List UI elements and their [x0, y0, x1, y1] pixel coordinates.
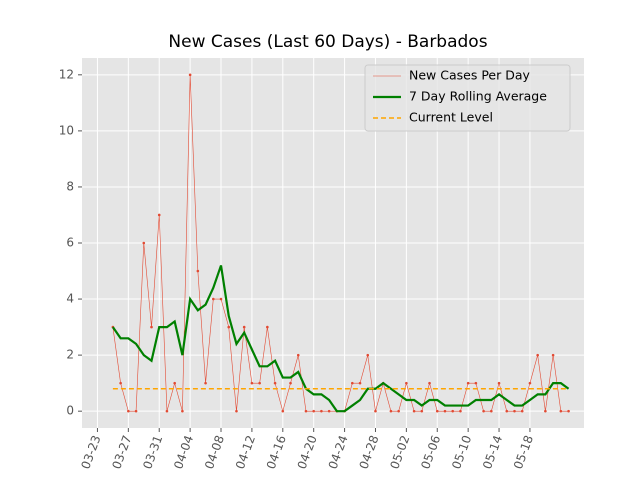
data-point [235, 409, 238, 413]
y-tick-label: 10 [59, 123, 74, 137]
x-tick-label: 05-18 [511, 433, 536, 471]
data-point [320, 409, 323, 413]
data-point [513, 409, 516, 413]
legend-label: Current Level [409, 110, 493, 125]
data-point [219, 297, 223, 301]
x-tick-label: 04-04 [171, 433, 196, 471]
data-point [482, 409, 485, 413]
x-tick-label: 03-27 [109, 433, 134, 471]
data-point [150, 325, 153, 329]
data-point [366, 353, 370, 357]
data-point [559, 409, 563, 413]
data-point [327, 409, 331, 413]
data-point [528, 381, 532, 385]
data-point [289, 381, 292, 385]
data-point [428, 381, 431, 385]
data-point [358, 381, 362, 385]
x-tick-label: 04-08 [202, 433, 227, 471]
legend-box [364, 64, 571, 132]
data-point [520, 409, 524, 413]
data-point [204, 381, 207, 385]
series-line [111, 265, 570, 413]
data-point [250, 381, 254, 385]
data-point [567, 409, 570, 413]
data-point [544, 409, 547, 413]
x-tick-label: 05-06 [418, 433, 443, 471]
data-point [397, 409, 400, 413]
data-point [466, 381, 470, 385]
legend-label: New Cases Per Day [409, 68, 530, 83]
data-point [258, 381, 261, 385]
data-point [459, 409, 462, 413]
data-point [134, 409, 138, 413]
x-tick-label: 05-14 [480, 433, 505, 471]
data-point [304, 409, 308, 413]
data-point [490, 409, 493, 413]
data-point [443, 409, 447, 413]
data-point [196, 269, 200, 273]
x-tick-label: 05-10 [449, 433, 474, 471]
data-point [157, 213, 161, 217]
data-point [405, 381, 408, 385]
y-tick-label: 2 [66, 348, 74, 362]
y-tick-label: 8 [66, 179, 74, 193]
data-point [505, 409, 509, 413]
data-point [435, 409, 439, 413]
data-point [281, 409, 285, 413]
data-point [142, 241, 146, 245]
y-tick-label: 12 [59, 67, 74, 81]
y-tick-label: 6 [66, 236, 74, 250]
data-point [188, 73, 192, 77]
data-point [412, 409, 416, 413]
x-tick-label: 04-28 [357, 433, 382, 471]
x-tick-label: 03-31 [140, 433, 165, 471]
data-point [127, 409, 130, 413]
data-point [266, 325, 269, 329]
data-point [181, 409, 184, 413]
chart-title: New Cases (Last 60 Days) - Barbados [168, 32, 487, 52]
data-point [173, 381, 176, 385]
x-tick-label: 04-12 [233, 433, 258, 471]
data-point [273, 381, 277, 385]
data-point [296, 353, 300, 357]
data-point [420, 409, 424, 413]
data-point [536, 353, 539, 357]
data-point [211, 297, 215, 301]
data-point [312, 409, 315, 413]
data-point [227, 325, 231, 329]
data-point [497, 381, 501, 385]
x-tick-label: 04-20 [295, 433, 320, 471]
x-tick-label: 04-24 [326, 433, 351, 471]
y-tick-label: 4 [66, 292, 74, 306]
data-point [242, 325, 246, 329]
x-tick-label: 03-23 [78, 433, 103, 471]
legend-label: 7 Day Rolling Average [409, 89, 547, 104]
x-tick-label: 05-02 [387, 433, 412, 471]
data-point [451, 409, 455, 413]
x-tick-label: 04-16 [264, 433, 289, 471]
data-point [119, 381, 122, 385]
data-point [389, 409, 393, 413]
data-point [374, 409, 377, 413]
data-point [551, 353, 555, 357]
data-point [165, 409, 169, 413]
data-point [474, 381, 478, 385]
y-tick-label: 0 [66, 404, 74, 418]
data-point [351, 381, 354, 385]
